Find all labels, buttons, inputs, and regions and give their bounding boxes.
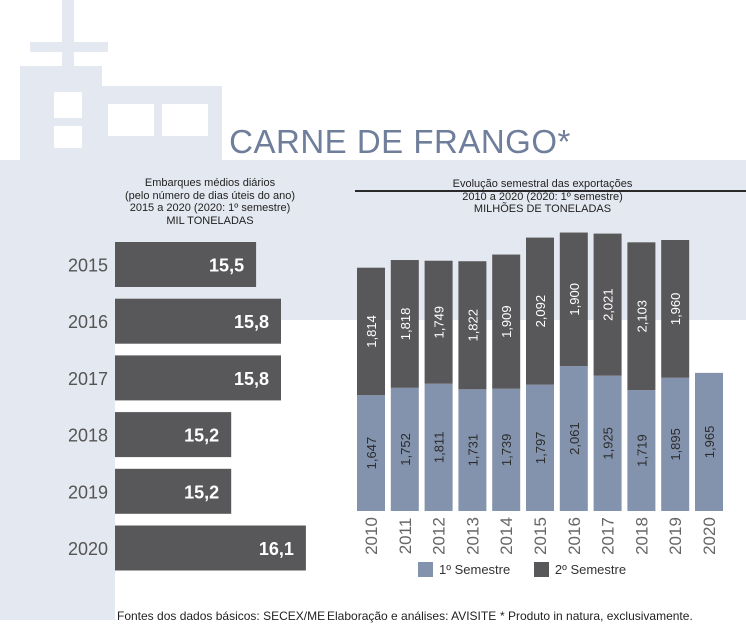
bar-segment-s1 bbox=[661, 377, 690, 511]
bar-segment-s2 bbox=[492, 254, 521, 389]
left-bar-chart: 2015 15,5 2016 15,8 2017 15,8 2018 15,2 2019 15,2… bbox=[68, 242, 306, 571]
bar-segment-s1 bbox=[492, 388, 521, 511]
x-tick-label: 2018 bbox=[632, 517, 651, 555]
legend-item-s2: 2º Semestre bbox=[533, 562, 627, 577]
bar-segment-s1 bbox=[526, 384, 554, 511]
legend-swatch-s1 bbox=[418, 562, 433, 577]
bar-segment-s1 bbox=[390, 387, 419, 511]
bar-value-label-s1: 1,731 bbox=[465, 434, 480, 467]
left-category-label: 2018 bbox=[68, 426, 108, 446]
bar-value-label-s1: 1,797 bbox=[533, 432, 548, 465]
bar-value-label-s2: 1,749 bbox=[432, 306, 447, 339]
bar-segment-s1 bbox=[695, 372, 723, 511]
bar-segment-s1 bbox=[357, 395, 385, 511]
right-stacked-bar-chart: 1,647 1,814 2010 1,752 1,818 2011 1,811 1,749 20… bbox=[357, 232, 723, 555]
left-category-label: 2019 bbox=[68, 482, 108, 502]
left-bar-value-label: 15,2 bbox=[184, 482, 219, 502]
ship-windows bbox=[54, 92, 208, 148]
bar-value-label-s1: 2,061 bbox=[567, 422, 582, 455]
bar-value-label-s2: 1,822 bbox=[465, 309, 480, 342]
x-tick-label: 2017 bbox=[599, 517, 618, 555]
bar-value-label-s1: 1,895 bbox=[668, 428, 683, 461]
bar-value-label-s1: 1,647 bbox=[364, 437, 379, 470]
bar-segment-s2 bbox=[424, 260, 453, 384]
left-bar-value-label: 16,1 bbox=[259, 539, 294, 559]
bar-segment-s1 bbox=[627, 390, 656, 511]
left-bar-value-label: 15,5 bbox=[209, 256, 244, 276]
bar-segment-s2 bbox=[661, 239, 690, 378]
bar-segment-s1 bbox=[593, 375, 622, 511]
left-subtitle-line: (pelo número de dias úteis do ano) bbox=[125, 189, 295, 202]
legend-item-s1: 1º Semestre bbox=[418, 562, 510, 577]
left-bar bbox=[115, 242, 257, 287]
bar-value-label-s2: 1,909 bbox=[499, 305, 514, 338]
left-bar bbox=[115, 355, 281, 401]
x-tick-label: 2012 bbox=[430, 517, 449, 555]
bar-value-label-s1: 1,811 bbox=[432, 432, 447, 464]
x-tick-label: 2011 bbox=[396, 518, 415, 555]
bar-segment-s2 bbox=[559, 232, 588, 367]
right-header-rule bbox=[355, 190, 746, 192]
left-chart-subtitle: Embarques médios diários (pelo número de… bbox=[80, 177, 340, 227]
chart-legend: 1º Semestre 2º Semestre bbox=[418, 562, 646, 577]
right-subtitle-line: 2010 a 2020 (2020: 1º semestre) bbox=[462, 190, 623, 203]
bar-value-label-s2: 2,103 bbox=[634, 300, 649, 333]
bar-segment-s2 bbox=[627, 242, 656, 391]
bar-value-label-s1: 1,719 bbox=[634, 434, 649, 467]
footer-sources: Fontes dos dados básicos: SECEX/ME bbox=[117, 609, 326, 623]
bar-segment-s2 bbox=[390, 260, 419, 388]
left-subtitle-line: Embarques médios diários bbox=[144, 177, 276, 189]
bar-segment-s1 bbox=[458, 389, 487, 511]
left-subtitle-line: MIL TONELADAS bbox=[166, 214, 254, 227]
left-bar bbox=[115, 525, 306, 571]
bar-segment-s2 bbox=[458, 261, 487, 390]
bar-value-label-s2: 1,900 bbox=[567, 283, 582, 316]
left-bar bbox=[115, 412, 232, 458]
left-bar bbox=[115, 468, 232, 514]
x-tick-label: 2019 bbox=[666, 517, 685, 555]
bar-value-label-s1: 1,752 bbox=[398, 433, 413, 466]
x-tick-label: 2020 bbox=[700, 517, 719, 555]
bar-segment-s1 bbox=[559, 366, 588, 511]
x-tick-label: 2010 bbox=[362, 517, 381, 555]
legend-swatch-s2 bbox=[533, 562, 549, 577]
x-tick-label: 2016 bbox=[565, 517, 584, 555]
bar-segment-s2 bbox=[593, 233, 622, 376]
right-chart-subtitle: Evolução semestral das exportações 2010 … bbox=[355, 178, 730, 216]
left-bar-value-label: 15,2 bbox=[184, 426, 219, 446]
left-bar-value-label: 15,8 bbox=[234, 312, 269, 332]
left-subtitle-line: 2015 a 2020 (2020: 1º semestre) bbox=[129, 202, 291, 214]
bar-value-label-s2: 2,021 bbox=[601, 288, 616, 321]
left-bar bbox=[115, 298, 281, 344]
left-category-label: 2020 bbox=[68, 539, 108, 559]
right-subtitle-line: Evolução semestral das exportações bbox=[452, 178, 633, 190]
left-category-label: 2015 bbox=[68, 256, 108, 276]
left-category-label: 2017 bbox=[68, 369, 108, 389]
x-tick-label: 2013 bbox=[463, 517, 482, 555]
left-category-label: 2016 bbox=[68, 312, 108, 332]
bar-segment-s1 bbox=[424, 383, 453, 511]
bar-value-label-s2: 2,092 bbox=[533, 295, 548, 328]
bar-value-label-s2: 1,960 bbox=[668, 293, 683, 326]
legend-label-s1: 1º Semestre bbox=[439, 562, 511, 577]
bar-value-label-s1: 1,739 bbox=[499, 434, 514, 467]
page-title: CARNE DE FRANGO* bbox=[229, 123, 571, 160]
bar-value-label-s1: 1,925 bbox=[601, 427, 616, 460]
bar-value-label-s2: 1,818 bbox=[398, 308, 413, 341]
left-bar-value-label: 15,8 bbox=[234, 369, 269, 389]
bar-segment-s2 bbox=[526, 237, 554, 385]
x-tick-label: 2015 bbox=[531, 517, 550, 555]
right-subtitle-line: MILHÕES DE TONELADAS bbox=[473, 203, 612, 215]
footer-note: * Produto in natura, exclusivamente. bbox=[500, 609, 693, 623]
bar-value-label-s1: 1,965 bbox=[702, 426, 717, 459]
bar-segment-s2 bbox=[357, 267, 385, 396]
legend-label-s2: 2º Semestre bbox=[554, 562, 627, 577]
x-tick-label: 2014 bbox=[497, 517, 516, 555]
bar-value-label-s2: 1,814 bbox=[364, 315, 379, 348]
footer-analysis: Elaboração e análises: AVISITE bbox=[327, 609, 497, 623]
